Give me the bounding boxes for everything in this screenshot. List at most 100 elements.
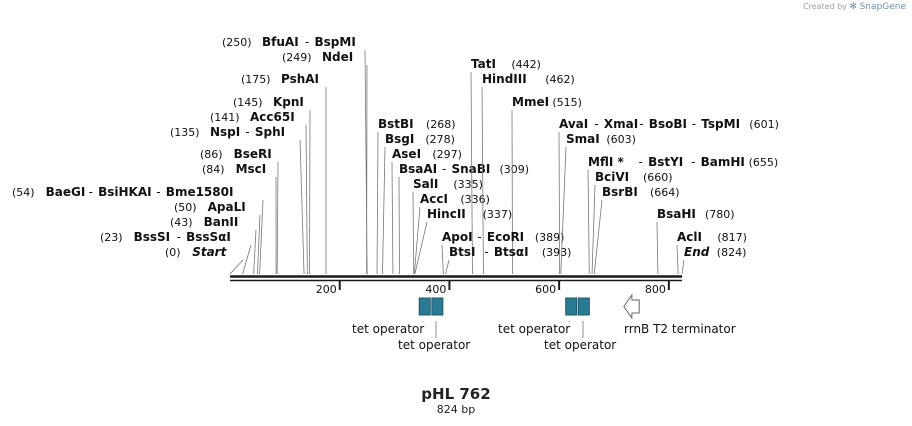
terminator-feature: rrnB T2 terminator — [623, 293, 736, 336]
enzyme-position: (278) — [425, 133, 455, 146]
enzyme-connector — [441, 244, 444, 275]
enzyme-row: (0) Start — [165, 245, 244, 275]
enzyme-connector — [391, 161, 394, 275]
enzyme-separator: - — [177, 230, 181, 244]
tet-operator-feature: tet operator — [352, 297, 431, 336]
enzyme-separator: - — [639, 155, 643, 169]
enzyme-row: (141) Acc65I — [210, 110, 308, 275]
enzyme-position: (393) — [542, 246, 572, 259]
enzyme-row: (23) BssSI - BssSαI — [100, 230, 252, 275]
enzyme-row: MflI * - BstYI - BamHI (655) — [587, 155, 779, 275]
enzyme-name: PshAI — [281, 72, 319, 86]
feature-box — [577, 297, 590, 316]
feature-box — [565, 297, 578, 316]
enzyme-position: (86) — [200, 148, 223, 161]
enzyme-position: (250) — [222, 36, 252, 49]
enzyme-row: (50) ApaLI — [174, 200, 261, 275]
enzyme-row: SalI (335) — [412, 177, 483, 275]
enzyme-position: (249) — [282, 51, 312, 64]
enzyme-position: (462) — [545, 73, 575, 86]
enzyme-row: AvaI - XmaI - BsoBI - TspMI (601) — [558, 117, 779, 275]
enzyme-separator: - — [477, 230, 481, 244]
enzyme-position: (141) — [210, 111, 240, 124]
enzyme-row: BsaAI - SnaBI (309) — [398, 162, 529, 275]
enzyme-connector — [299, 139, 305, 275]
enzyme-position: (43) — [170, 216, 193, 229]
enzyme-connector — [445, 259, 450, 275]
enzyme-row: BstBI (268) — [376, 117, 456, 275]
enzyme-connector — [276, 161, 279, 275]
enzyme-row: BsrBI (664) — [593, 185, 680, 275]
enzyme-position: (337) — [483, 208, 513, 221]
enzyme-name: BsaHI — [657, 207, 696, 221]
ruler-tick-label: 600 — [535, 283, 556, 296]
enzyme-position: (336) — [460, 193, 490, 206]
enzyme-separator: - — [692, 117, 696, 131]
ruler-tick-label: 200 — [316, 283, 337, 296]
enzyme-name: BsgI — [385, 132, 414, 146]
enzyme-name: TspMI — [701, 117, 740, 131]
credit-brand: SnapGene — [859, 2, 906, 12]
enzyme-name: BsiHKAI — [98, 185, 152, 199]
enzyme-connector — [257, 214, 261, 275]
enzyme-name: KpnI — [273, 95, 304, 109]
enzyme-name: BsaAI — [399, 162, 437, 176]
credit-prefix: Created by — [802, 2, 847, 11]
enzyme-row: HincII (337) — [414, 207, 513, 275]
snapgene-credit: Created by ✻ SnapGene — [803, 2, 906, 12]
enzyme-name: NspI — [210, 125, 240, 139]
features: tet operator tet operator tet operator tet … — [352, 293, 736, 352]
enzyme-name: Bme1580I — [166, 185, 234, 199]
enzyme-separator: - — [156, 185, 160, 199]
enzyme-name: BfuAI — [262, 35, 299, 49]
enzyme-name: EcoRI — [487, 230, 524, 244]
enzyme-name: MmeI — [512, 95, 549, 109]
enzyme-name: Start — [192, 245, 227, 259]
enzyme-position: (601) — [749, 118, 779, 131]
enzyme-position: (54) — [12, 186, 35, 199]
enzyme-connector — [382, 146, 386, 275]
enzyme-connector — [560, 146, 567, 275]
enzyme-position: (268) — [426, 118, 456, 131]
ruler-tick-label: 400 — [425, 283, 446, 296]
enzyme-connector — [242, 244, 252, 275]
enzyme-row: End (824) — [681, 245, 746, 275]
enzyme-name: BseRI — [234, 147, 272, 161]
ruler: 200 400 600 800 — [316, 281, 670, 296]
feature-label: tet operator — [498, 322, 570, 336]
enzyme-connector — [558, 131, 561, 275]
enzyme-name: BtsαI — [494, 245, 529, 259]
enzyme-connector — [259, 199, 264, 275]
enzyme-name: BciVI — [595, 170, 629, 184]
enzyme-connector — [398, 176, 400, 275]
enzyme-connector — [414, 221, 428, 275]
enzyme-connector — [593, 199, 603, 275]
enzyme-row: (54) BaeGI - BsiHKAI - Bme1580I — [12, 185, 264, 275]
enzyme-connector — [412, 191, 415, 275]
enzyme-name: MscI — [236, 162, 267, 176]
enzyme-name: BstYI — [648, 155, 683, 169]
enzyme-name: AvaI — [559, 117, 588, 131]
enzyme-row: HindIII (462) — [481, 72, 575, 275]
feature-label: tet operator — [544, 338, 616, 352]
enzyme-position: (0) — [165, 246, 181, 259]
enzyme-connector — [511, 109, 513, 275]
enzyme-name: BaeGI — [46, 185, 86, 199]
enzyme-name: NdeI — [322, 50, 353, 64]
enzyme-position: (655) — [749, 156, 779, 169]
enzyme-position: (664) — [650, 186, 680, 199]
enzyme-position: (84) — [202, 163, 225, 176]
enzyme-name: BamHI — [701, 155, 745, 169]
enzyme-name: MflI * — [588, 155, 624, 169]
snapgene-logo-icon: ✻ — [849, 2, 858, 12]
enzyme-connector — [229, 259, 244, 275]
enzyme-name: SalI — [413, 177, 438, 191]
enzyme-row: BsgI (278) — [382, 132, 455, 275]
enzyme-position: (817) — [717, 231, 747, 244]
enzyme-separator: - — [639, 117, 643, 131]
enzyme-position: (23) — [100, 231, 123, 244]
feature-label: rrnB T2 terminator — [624, 322, 736, 336]
enzyme-name: Acc65I — [250, 110, 295, 124]
enzyme-position: (660) — [643, 171, 673, 184]
